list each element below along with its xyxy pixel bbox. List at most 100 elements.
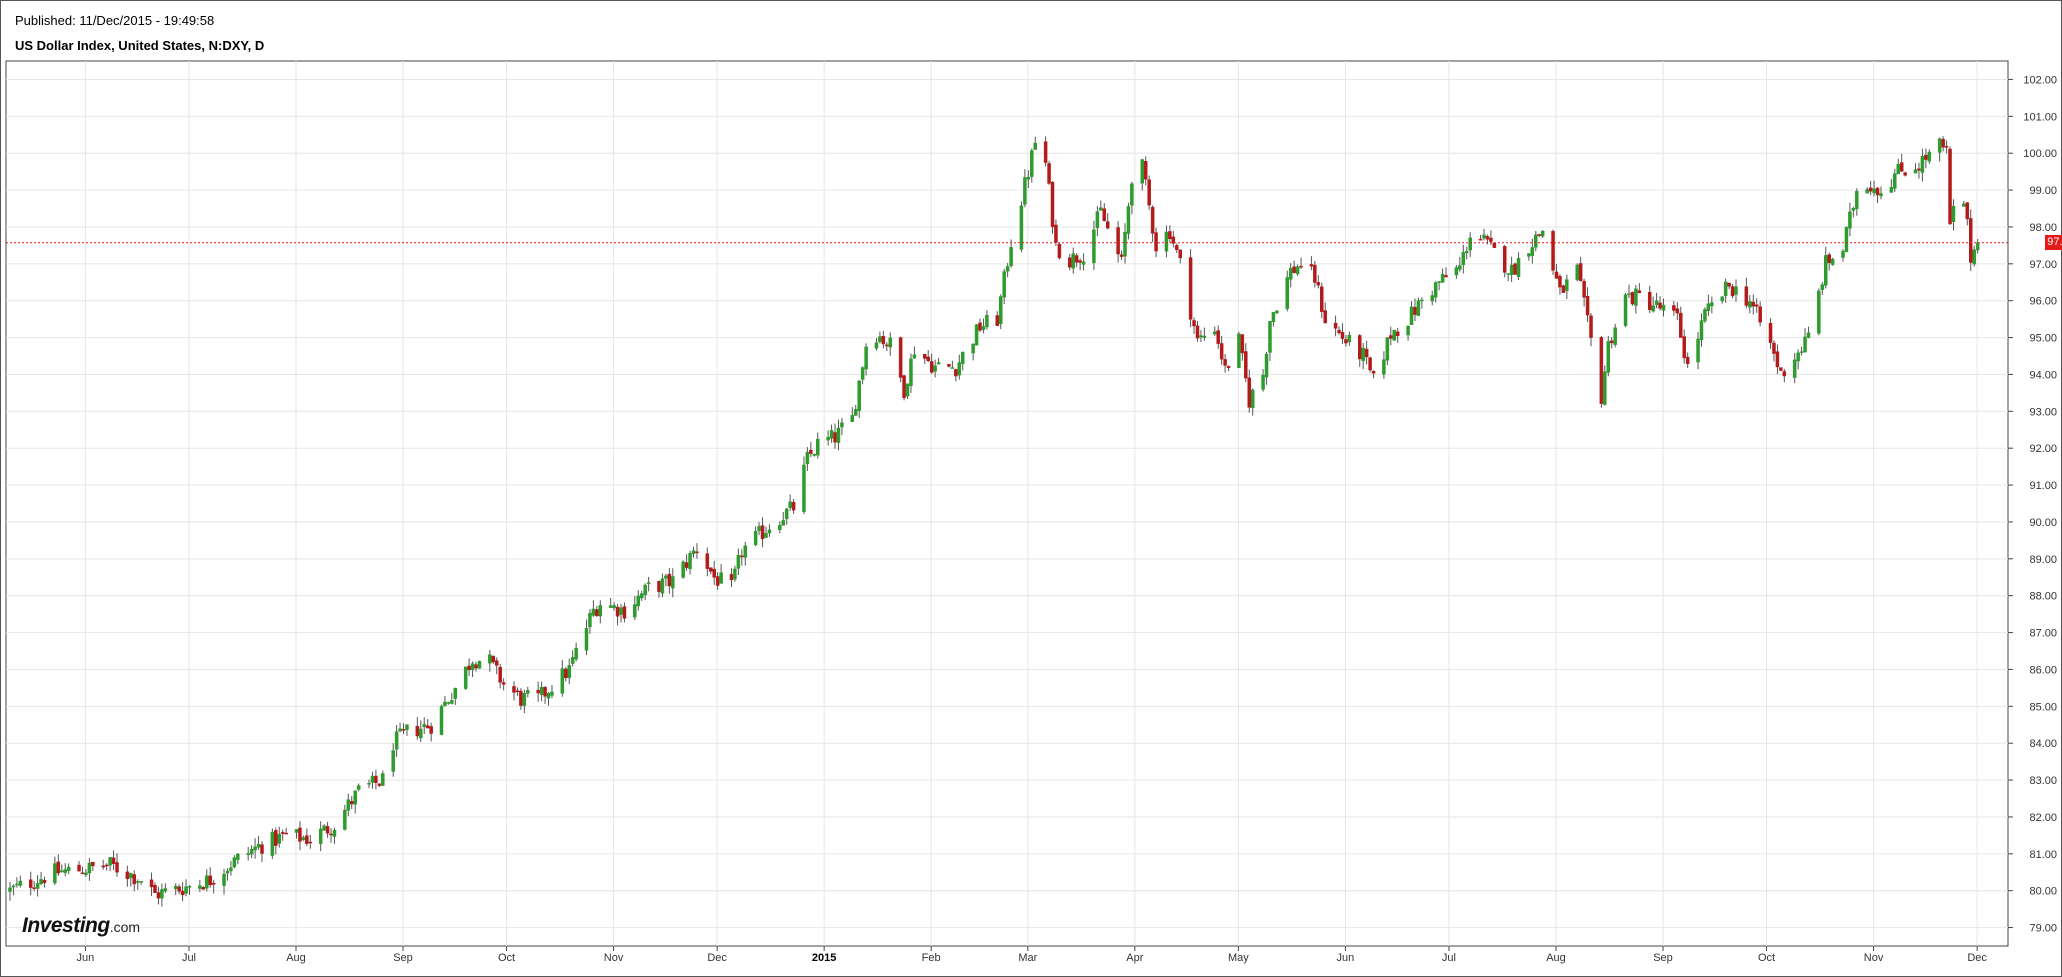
candle-up: [1002, 271, 1006, 298]
y-tick-label: 102.00: [2023, 74, 2057, 86]
candle-up: [1030, 150, 1034, 177]
candle-down: [429, 726, 433, 734]
x-tick-label: Nov: [1864, 952, 1884, 964]
candle-up: [66, 866, 71, 871]
candle-up: [522, 693, 527, 706]
candle-down: [156, 892, 161, 899]
candle-up: [912, 354, 917, 359]
candle-up: [488, 654, 492, 664]
y-tick-label: 98.00: [2029, 222, 2057, 234]
x-tick-label: Feb: [922, 952, 941, 964]
candle-down: [1754, 304, 1759, 307]
candle-up: [1920, 156, 1925, 173]
candle-down: [1244, 351, 1248, 379]
candle-down: [1868, 187, 1873, 192]
candle-up: [53, 863, 57, 884]
candle-down: [1043, 141, 1048, 163]
candle-up: [733, 568, 737, 580]
y-tick-label: 83.00: [2029, 775, 2057, 787]
candle-up: [63, 869, 67, 873]
candle-down: [1492, 242, 1497, 248]
candle-down: [1537, 234, 1541, 236]
candle-up: [598, 605, 603, 617]
y-tick-label: 84.00: [2029, 738, 2057, 750]
candle-down: [298, 827, 302, 842]
candle-down: [1323, 310, 1327, 324]
candle-up: [139, 881, 143, 883]
candle-down: [1478, 238, 1483, 241]
candle-up: [836, 427, 841, 443]
candle-up: [539, 686, 544, 695]
candle-up: [1268, 321, 1272, 353]
candle-down: [260, 844, 264, 854]
candle-up: [1723, 281, 1728, 297]
candle-down: [1647, 291, 1652, 310]
plot-area[interactable]: [5, 60, 2009, 947]
candle-down: [1395, 331, 1400, 336]
candle-down: [274, 830, 278, 846]
candle-down: [1637, 290, 1642, 293]
candle-up: [1392, 329, 1397, 341]
candle-up: [612, 605, 616, 608]
candle-down: [1309, 264, 1314, 267]
candle-up: [108, 857, 112, 866]
candle-up: [187, 886, 192, 888]
candle-up: [1385, 337, 1390, 361]
candle-down: [926, 356, 930, 362]
candle-up: [1623, 294, 1628, 326]
candle-up: [961, 351, 965, 364]
candle-down: [91, 861, 95, 867]
x-axis-ticks: [84, 946, 1978, 951]
candle-up: [1416, 300, 1421, 316]
candle-up: [422, 724, 426, 728]
candle-down: [729, 574, 734, 581]
candle-up: [812, 453, 817, 456]
candle-down: [377, 783, 382, 786]
candle-down: [211, 882, 216, 885]
candle-down: [1105, 221, 1110, 229]
candle-down: [622, 606, 627, 619]
candle-down: [305, 835, 309, 844]
x-tick-label: Nov: [604, 952, 624, 964]
candle-down: [1116, 227, 1120, 255]
candle-down: [1188, 257, 1193, 320]
candle-down: [543, 687, 547, 697]
candle-up: [1699, 320, 1704, 341]
candle-up: [1081, 261, 1086, 265]
candle-down: [201, 887, 206, 890]
candle-up: [1454, 267, 1459, 276]
candle-up: [636, 595, 641, 607]
candle-up: [346, 799, 351, 811]
candle-up: [1140, 159, 1145, 184]
candle-up: [8, 887, 12, 892]
candle-down: [1599, 337, 1604, 404]
candle-down: [1054, 224, 1058, 243]
candle-up: [84, 872, 88, 876]
candle-up: [1361, 347, 1365, 362]
candle-up: [688, 553, 692, 570]
candle-down: [1192, 320, 1196, 327]
y-axis-labels: 79.00 80.00 81.00 82.00 83.00 84.00 85.00 86.00…: [2023, 74, 2057, 934]
candle-down: [1119, 254, 1124, 257]
candle-up: [225, 870, 230, 874]
candle-up: [546, 693, 551, 699]
candle-up: [1506, 273, 1510, 275]
candle-up: [1482, 234, 1486, 239]
candle-down: [1337, 329, 1341, 334]
candle-up: [1126, 206, 1131, 234]
candle-down: [498, 666, 502, 683]
candle-up: [419, 728, 423, 739]
y-tick-label: 87.00: [2029, 628, 2057, 640]
candle-down: [349, 801, 354, 805]
candle-up: [246, 853, 250, 855]
candle-down: [111, 857, 116, 865]
candle-down: [28, 879, 33, 888]
candle-up: [367, 783, 371, 785]
candle-down: [902, 375, 906, 399]
candle-up: [253, 846, 257, 851]
candle-down: [536, 689, 540, 694]
candle-up: [743, 545, 748, 558]
candle-up: [619, 607, 623, 615]
candle-up: [135, 881, 140, 883]
